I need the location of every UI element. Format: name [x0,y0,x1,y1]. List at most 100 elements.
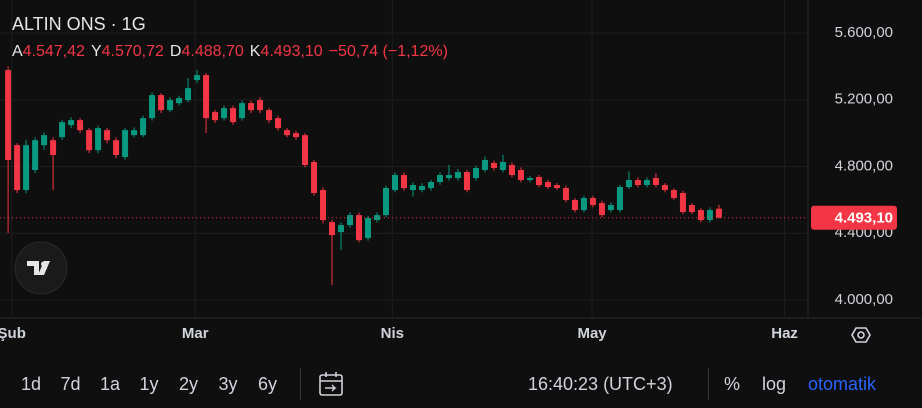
candle-body [427,182,434,189]
separator [300,368,301,400]
last-price-label: 4.493,10 [835,210,893,227]
candle-body [257,100,264,111]
candle-body [553,185,560,189]
candle-body [293,133,300,138]
chart: 4.000,004.400,004.800,005.200,005.600,00… [0,0,922,343]
x-tick-label: Haz [771,325,798,342]
candle-body [86,130,93,151]
candle-body [356,215,363,241]
ohlc-value: 4.488,70 [181,43,244,60]
candle-body [113,140,120,155]
last-price-badge [811,205,897,230]
x-tick-label: Nis [381,325,404,342]
candle-body [409,185,416,191]
auto-toggle[interactable]: otomatik [808,374,877,394]
candle-body [697,210,704,221]
candle-body [535,177,542,186]
candle-body [589,198,596,206]
range-button[interactable]: 1a [100,374,121,394]
ohlc-key: K [249,43,261,60]
ohlc-key: D [169,43,182,60]
candle-body [688,205,695,213]
ohlc-key: Y [90,43,102,60]
candle-body [652,178,659,186]
candle-body [418,186,425,191]
ohlc-key: A [12,43,23,60]
range-button[interactable]: 2y [179,374,199,394]
candle-body [329,222,336,236]
candle-body [221,108,228,119]
candle-body [562,188,569,201]
tradingview-logo[interactable] [14,241,68,295]
candle-body [203,75,210,119]
candle-body [131,130,138,136]
candle-body [580,198,587,211]
candle-body [266,110,273,121]
y-tick-label: 5.200,00 [835,91,893,108]
x-tick-label: Mar [182,325,209,342]
range-button[interactable]: 7d [60,374,81,394]
price-change: −50,74 (−1,12%) [328,43,448,60]
candle-body [23,145,30,191]
candle-body [616,187,623,211]
chart-settings-button[interactable] [851,327,871,343]
candle-body [248,103,255,111]
candle-body [302,135,309,166]
candle-body [338,225,345,233]
candle-body [383,188,390,216]
range-button[interactable]: 6y [258,374,278,394]
range-button[interactable]: 1y [139,374,159,394]
chart-title: ALTIN ONS · 1G [12,14,146,34]
candle-body [544,182,551,188]
candle-body [32,140,39,171]
clock[interactable]: 16:40:23 (UTC+3) [528,374,673,394]
candle-body [374,215,381,221]
candle-body [598,203,605,216]
candle-body [140,118,147,136]
candle-body [445,175,452,179]
candle-body [392,175,399,191]
candle-body [472,168,479,179]
candle-body [670,190,677,199]
candle-body [5,70,12,161]
candle-body [68,120,75,126]
candle-body [122,130,129,157]
ohlc-value: 4.570,72 [101,43,164,60]
y-tick-label: 4.000,00 [835,291,893,308]
range-button[interactable]: 1d [21,374,42,394]
candle-body [77,120,84,131]
candle-body [679,193,686,213]
candle-body [661,185,668,191]
separator [708,368,709,400]
candle-body [706,210,713,221]
candle-body [365,218,372,239]
candle-body [14,145,21,191]
y-tick-label: 5.600,00 [835,24,893,41]
candle-body [212,112,219,121]
candle-body [194,75,201,81]
candle-body [104,130,111,141]
goto-date-button[interactable] [317,370,347,400]
candle-body [284,130,291,136]
candle-body [50,140,57,155]
candle-body [176,98,183,104]
range-button[interactable]: 3y [218,374,238,394]
candle-body [436,175,443,183]
candle-body [526,178,533,181]
candle-body [499,162,506,171]
log-toggle[interactable]: log [762,374,787,394]
candle-body [517,170,524,181]
candle-body [167,100,174,111]
y-tick-label: 4.800,00 [835,157,893,174]
candle-body [59,122,66,138]
symbol-header: ALTIN ONS · 1G A4.547,42 Y4.570,72 D4.488,… [12,14,448,61]
candle-body [95,128,102,151]
candle-body [490,163,497,169]
percent-toggle[interactable]: % [724,374,741,394]
candle-body [311,162,318,194]
candle-body [401,175,407,189]
ohlc-value: 4.493,10 [260,43,323,60]
candle-body [158,95,165,111]
candle-body [149,95,156,119]
